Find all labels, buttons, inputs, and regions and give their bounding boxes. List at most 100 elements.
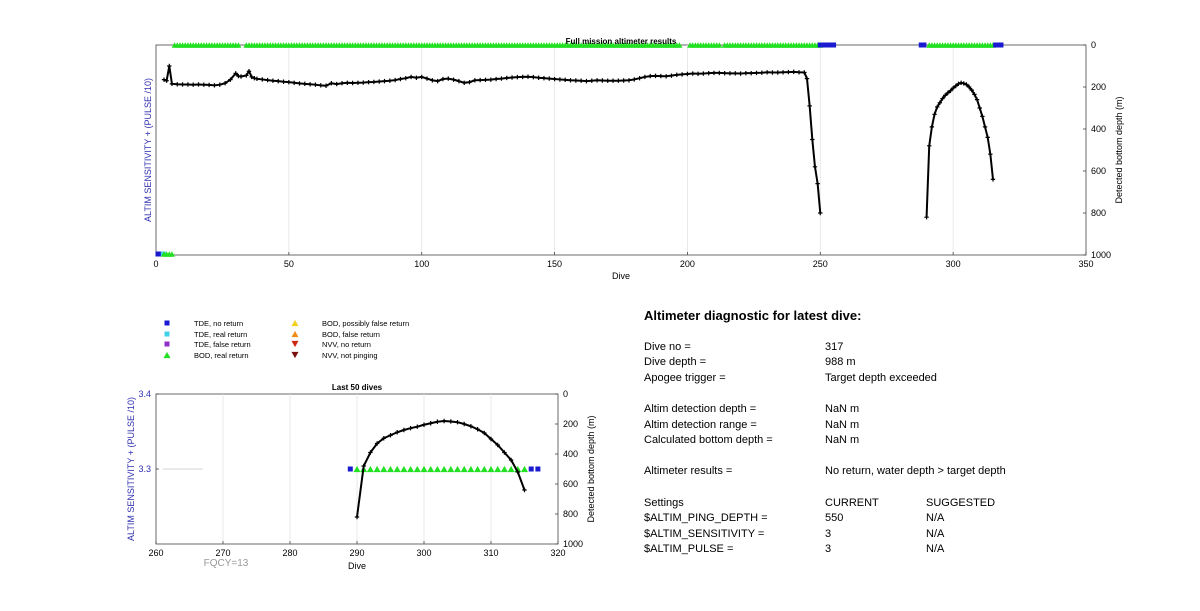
diag-value: NaN m xyxy=(825,434,860,446)
bottom-depth-point xyxy=(573,78,579,83)
x-tick-label: 320 xyxy=(550,548,565,558)
bottom-depth-point xyxy=(950,85,956,91)
bottom-depth-point xyxy=(937,100,943,105)
diag-extra: N/A xyxy=(926,528,945,540)
right-y-tick-label: 200 xyxy=(563,419,578,429)
bod-real-return-marker xyxy=(440,465,448,473)
bottom-depth-point xyxy=(415,424,420,429)
legend-triangle-up-marker xyxy=(163,351,171,359)
bottom-depth-point xyxy=(462,421,467,427)
bottom-depth-point xyxy=(440,76,446,82)
right-y-tick-label: 400 xyxy=(563,449,578,459)
tde-no-return-marker xyxy=(918,42,924,48)
bottom-depth-point xyxy=(637,75,642,81)
right-y-tick-label: 800 xyxy=(563,509,578,519)
bottom-depth-point xyxy=(985,135,990,140)
bottom-depth-point xyxy=(749,70,754,76)
bottom-depth-point xyxy=(424,76,430,81)
bottom-depth-point xyxy=(169,81,175,87)
bottom-depth-point xyxy=(522,487,527,493)
diag-row-dive-no: Dive no = 317 xyxy=(644,341,1184,355)
bottom-depth-point xyxy=(482,430,487,436)
bottom-depth-point xyxy=(658,73,664,79)
bottom-depth-point xyxy=(754,70,759,76)
diag-value: 988 m xyxy=(825,356,856,368)
bod-real-return-marker xyxy=(366,465,374,473)
bottom-depth-point xyxy=(610,78,616,83)
bottom-depth-point xyxy=(175,82,180,87)
bottom-depth-point xyxy=(441,418,447,424)
bottom-depth-point xyxy=(966,84,972,90)
bottom-depth-point xyxy=(246,69,252,74)
bottom-depth-point xyxy=(483,77,488,83)
bod-real-return-marker xyxy=(380,465,388,473)
legend-label: BOD, possibly false return xyxy=(322,319,409,328)
bottom-xlabel: Dive xyxy=(348,561,366,571)
bottom-depth-point xyxy=(674,72,679,78)
bottom-depth-point xyxy=(281,79,286,84)
tde-no-return-marker xyxy=(820,42,826,48)
legend-item: BOD, possibly false return xyxy=(291,319,409,328)
bod-real-return-marker xyxy=(393,465,401,473)
legend-item: BOD, real return xyxy=(163,351,249,360)
left-y-tick-label: 3.3 xyxy=(138,464,151,474)
bottom-depth-point xyxy=(233,71,238,76)
bottom-depth-point xyxy=(408,74,414,80)
diag-label: Apogee trigger = xyxy=(644,372,726,384)
diag-value: NaN m xyxy=(825,403,860,415)
bottom-depth-point xyxy=(738,71,743,76)
bottom-depth-point xyxy=(515,74,520,80)
bottom-depth-point xyxy=(307,82,313,87)
bottom-depth-point xyxy=(942,93,948,98)
legend-label: NVV, not pinging xyxy=(322,351,378,360)
bottom-depth-point xyxy=(185,82,191,87)
tde-no-return-marker xyxy=(535,466,541,472)
bottom-depth-point xyxy=(648,73,653,79)
legend-triangle-down-marker xyxy=(291,351,299,359)
diag-row-sensitivity: $ALTIM_SENSITIVITY = 3 N/A xyxy=(644,528,1184,542)
bod-real-return-marker xyxy=(387,465,394,473)
bottom-depth-point xyxy=(695,71,701,76)
bottom-depth-point xyxy=(626,78,632,83)
bottom-depth-point xyxy=(982,124,988,130)
bottom-depth-point xyxy=(508,457,514,463)
bottom-depth-point xyxy=(446,76,451,81)
legend-item: TDE, real return xyxy=(164,330,247,339)
bottom-depth-point xyxy=(509,75,515,80)
x-tick-label: 300 xyxy=(946,259,961,269)
bottom-depth-point xyxy=(804,76,810,81)
diag-row-settings-header: Settings CURRENT SUGGESTED xyxy=(644,497,1184,511)
bottom-depth-point xyxy=(430,78,435,83)
x-tick-label: 150 xyxy=(547,259,562,269)
bottom-depth-point xyxy=(368,450,373,455)
bottom-depth-point xyxy=(980,114,985,119)
bod-real-return-marker xyxy=(433,465,441,473)
bottom-depth-point xyxy=(323,83,329,88)
right-y-tick-label: 0 xyxy=(1091,40,1096,50)
bottom-depth-point xyxy=(388,433,393,438)
diag-row-pulse: $ALTIM_PULSE = 3 N/A xyxy=(644,543,1184,557)
bod-real-return-marker xyxy=(500,465,508,473)
bottom-depth-point xyxy=(568,78,573,83)
top-xlabel: Dive xyxy=(612,271,630,281)
diag-label: Altimeter results = xyxy=(644,465,733,477)
bottom-depth-point xyxy=(488,436,494,442)
diag-row-ping-depth: $ALTIM_PING_DEPTH = 550 N/A xyxy=(644,512,1184,526)
bottom-depth-point xyxy=(786,69,791,75)
bottom-depth-point xyxy=(594,78,600,83)
bottom-depth-point xyxy=(961,81,966,86)
bod-real-return-marker xyxy=(521,465,528,473)
bottom-depth-point xyxy=(557,77,563,82)
diag-value: CURRENT xyxy=(825,497,879,509)
bottom-depth-point xyxy=(345,80,350,85)
bottom-depth-point xyxy=(217,82,222,87)
bottom-depth-point xyxy=(717,70,722,76)
bottom-depth-point xyxy=(421,422,427,427)
legend-label: BOD, false return xyxy=(322,330,380,339)
diag-label: Dive depth = xyxy=(644,356,707,368)
diag-label: Calculated bottom depth = xyxy=(644,434,773,446)
bod-real-return-marker xyxy=(507,465,515,473)
diag-label: Altim detection range = xyxy=(644,419,757,431)
bod-real-return-marker xyxy=(447,465,455,473)
bod-real-return-marker xyxy=(427,465,435,473)
